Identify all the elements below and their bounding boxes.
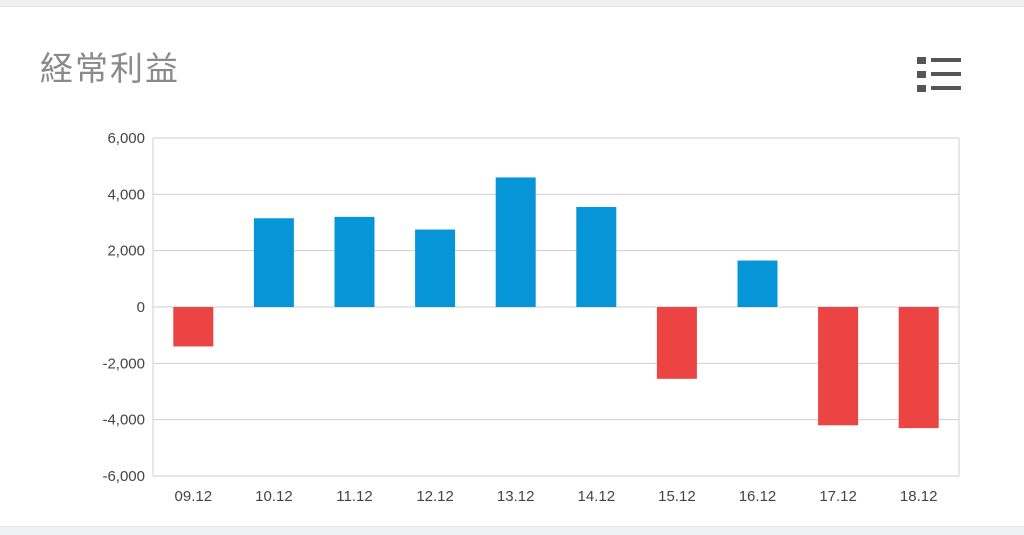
bar [737,260,778,307]
y-tick-label: 0 [137,299,145,316]
chart-title: 経常利益 [40,49,180,88]
bar [898,307,939,429]
x-tick-label: 14.12 [578,488,616,505]
x-tick-label: 18.12 [900,488,938,505]
bar [253,218,294,307]
list-menu-icon [917,57,961,92]
x-tick-label: 17.12 [819,488,857,505]
y-tick-label: -2,000 [102,355,145,372]
chart-menu-button[interactable] [912,55,964,99]
y-tick-label: -4,000 [102,412,145,429]
x-tick-label: 13.12 [497,488,535,505]
y-tick-label: -6,000 [102,468,145,485]
y-tick-label: 2,000 [107,243,145,260]
bar [334,216,375,307]
bar [818,307,859,426]
bar [415,229,456,307]
y-tick-label: 6,000 [107,130,145,147]
x-tick-label: 10.12 [255,488,293,505]
bar [495,177,536,307]
x-tick-label: 12.12 [416,488,454,505]
bar [656,307,697,379]
x-tick-label: 15.12 [658,488,696,505]
bar [173,307,214,347]
bar [576,207,617,307]
x-tick-label: 11.12 [336,488,372,505]
x-tick-label: 09.12 [175,488,213,505]
x-tick-label: 16.12 [739,488,777,505]
y-tick-label: 4,000 [107,186,145,203]
